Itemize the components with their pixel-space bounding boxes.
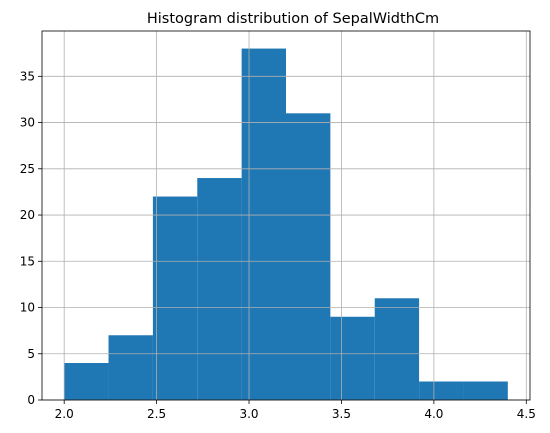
y-tick-label: 30 <box>20 116 35 130</box>
histogram-bar <box>197 178 242 400</box>
y-tick-label: 10 <box>20 301 35 315</box>
x-tick-label: 2.5 <box>147 407 166 421</box>
histogram-bar <box>241 48 286 400</box>
y-tick-label: 0 <box>27 393 35 407</box>
histogram-bar <box>330 316 375 400</box>
y-tick-label: 5 <box>27 347 35 361</box>
y-tick-label: 35 <box>20 69 35 83</box>
y-tick-label: 20 <box>20 208 35 222</box>
histogram-bar <box>286 113 331 400</box>
histogram-bar <box>374 298 420 400</box>
x-tick-label: 3.0 <box>239 407 258 421</box>
histogram-bars <box>64 48 508 400</box>
x-tick-label: 4.5 <box>517 407 536 421</box>
histogram-bar <box>64 363 109 400</box>
y-tick-label: 25 <box>20 162 35 176</box>
x-tick-label: 4.0 <box>424 407 443 421</box>
histogram-bar <box>419 381 464 400</box>
plot-frame <box>41 30 531 401</box>
histogram-bar <box>463 381 508 400</box>
grid-lines <box>42 31 530 401</box>
x-tick-label: 2.0 <box>55 407 74 421</box>
x-tick-label: 3.5 <box>332 407 351 421</box>
x-axis: 2.0 2.5 3.0 3.5 4.0 4.5 <box>55 400 536 421</box>
histogram-bar <box>152 196 198 400</box>
histogram-bar <box>108 335 153 400</box>
chart-title: Histogram distribution of SepalWidthCm <box>147 11 439 27</box>
y-axis: 0 5 10 15 20 25 30 35 <box>20 69 42 407</box>
y-tick-label: 15 <box>20 254 35 268</box>
